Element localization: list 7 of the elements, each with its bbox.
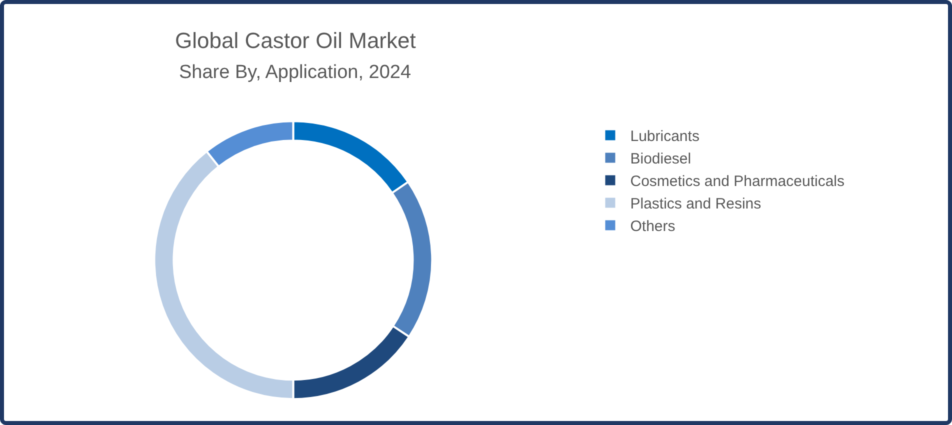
chart-subtitle: Share By, Application, 2024 — [179, 62, 412, 83]
legend-label: Others — [630, 218, 676, 236]
legend-label: Lubricants — [630, 128, 700, 146]
legend-label: Plastics and Resins — [630, 196, 762, 213]
legend-label: Cosmetics and Pharmaceuticals — [630, 173, 845, 190]
chart-title: Global Castor Oil Market — [175, 28, 416, 53]
legend-label: Biodiesel — [630, 150, 692, 168]
